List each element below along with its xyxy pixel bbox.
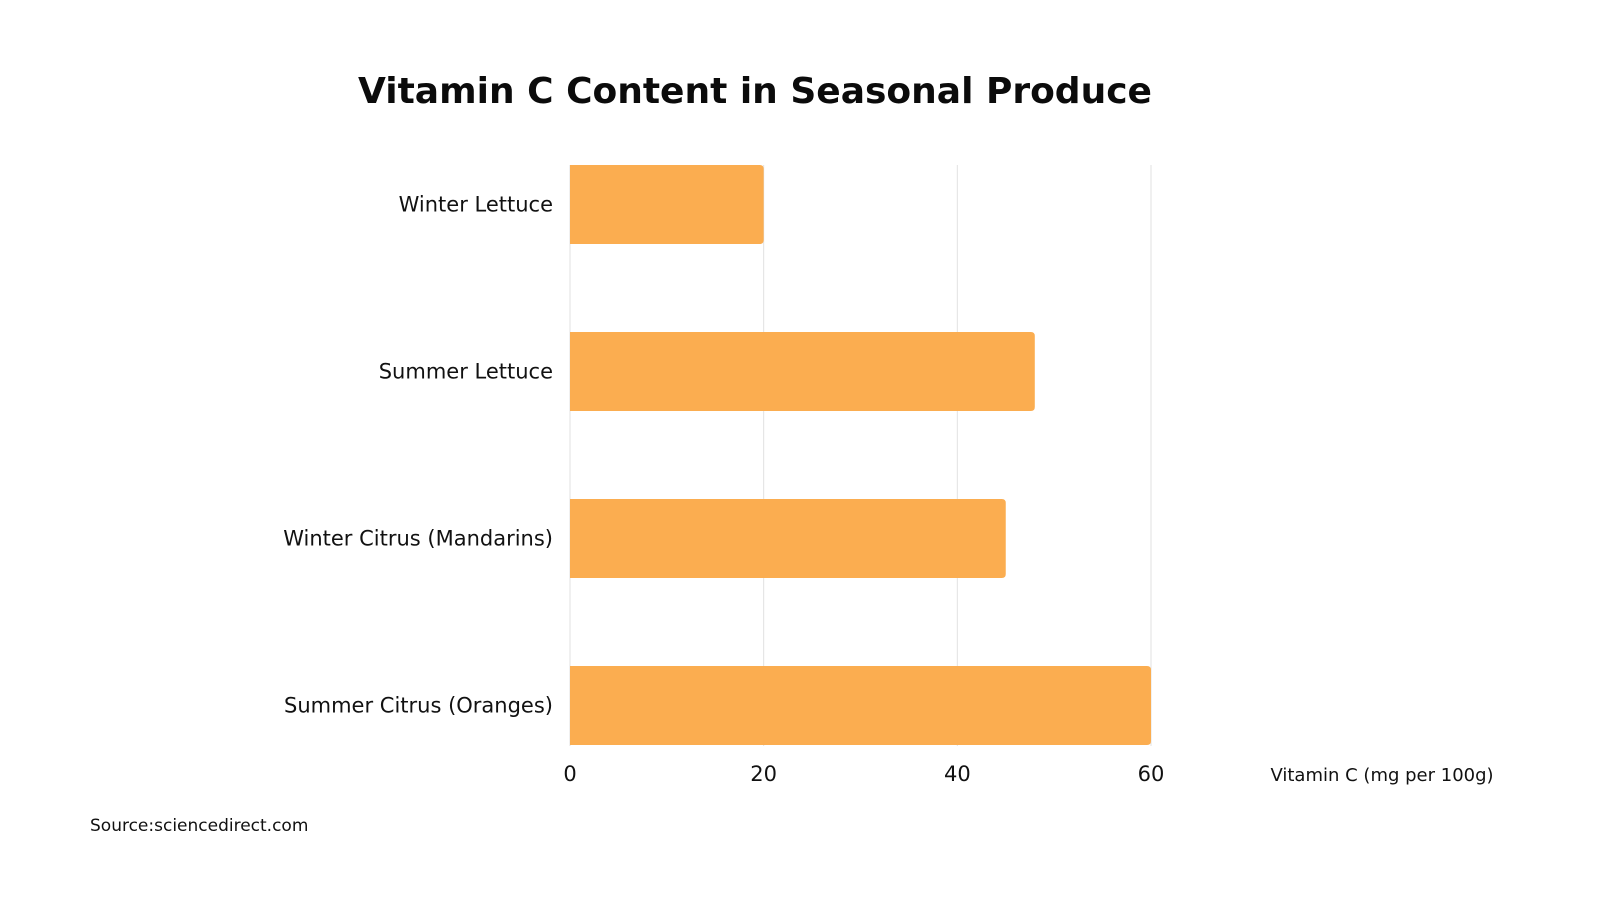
bar-winter-lettuce: [570, 165, 764, 244]
x-tick-label-20: 20: [750, 762, 777, 786]
category-labels: Winter Lettuce Summer Lettuce Winter Citru…: [283, 193, 553, 718]
bar-summer-lettuce: [570, 332, 1035, 411]
x-tick-label-0: 0: [563, 762, 576, 786]
x-axis-title: Vitamin C (mg per 100g): [1270, 765, 1493, 786]
category-label-summer-citrus-oranges: Summer Citrus (Oranges): [284, 694, 553, 718]
source-note: Source:sciencedirect.com: [90, 816, 308, 836]
gridlines: [569, 165, 1152, 746]
chart-title: Vitamin C Content in Seasonal Produce: [358, 71, 1152, 112]
category-label-winter-lettuce: Winter Lettuce: [399, 193, 553, 217]
bar-summer-citrus-oranges: [570, 666, 1151, 745]
x-tick-label-40: 40: [944, 762, 971, 786]
bar-winter-citrus-mandarins: [570, 499, 1006, 578]
x-axis-tick-labels: 0 20 40 60: [563, 762, 1164, 786]
bars: [570, 165, 1151, 745]
category-label-winter-citrus-mandarins: Winter Citrus (Mandarins): [283, 527, 553, 551]
category-label-summer-lettuce: Summer Lettuce: [379, 360, 553, 384]
x-tick-label-60: 60: [1138, 762, 1165, 786]
